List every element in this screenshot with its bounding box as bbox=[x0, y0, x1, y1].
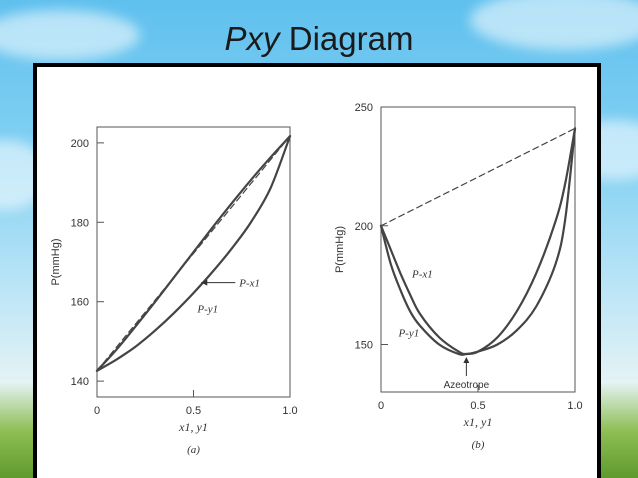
series-line-p-x1 bbox=[379, 127, 577, 356]
x-axis-label: x1, y1 bbox=[463, 415, 493, 429]
azeotrope-arrow-head bbox=[463, 357, 470, 363]
series-line-dashed bbox=[380, 127, 576, 227]
annotation-azeotrope: Azeotrope bbox=[444, 380, 490, 391]
annotation-p-x1: P-x1 bbox=[411, 268, 433, 280]
series-line-p-x1 bbox=[95, 135, 292, 372]
series-line-p-y1 bbox=[95, 135, 292, 372]
pxy-figure: 140 160 180 200 0 0.5 1.0 x1, y1 P(mmHg) (a) P-x1 P… bbox=[50, 102, 583, 456]
panel-label: (b) bbox=[472, 439, 485, 451]
x-tick-label: 0.5 bbox=[186, 405, 201, 417]
y-tick-label: 180 bbox=[71, 217, 89, 229]
y-tick-label: 200 bbox=[71, 138, 89, 150]
slide-title-italic: Pxy bbox=[224, 20, 280, 57]
y-axis-label: P(mmHg) bbox=[50, 238, 62, 285]
series-line-p-y1 bbox=[379, 127, 577, 356]
annotation-p-x1: P-x1 bbox=[238, 278, 260, 290]
y-tick-label: 140 bbox=[71, 376, 89, 388]
x-axis-label: x1, y1 bbox=[178, 420, 208, 434]
x-tick-label: 1.0 bbox=[282, 405, 297, 417]
x-tick-label: 1.0 bbox=[567, 400, 582, 412]
annotation-p-y1: P-y1 bbox=[397, 328, 419, 340]
y-tick-label: 250 bbox=[355, 102, 373, 114]
figure-frame: 140 160 180 200 0 0.5 1.0 x1, y1 P(mmHg) (a) P-x1 P… bbox=[33, 63, 601, 478]
x-tick-label: 0.5 bbox=[470, 400, 485, 412]
series-line-dashed bbox=[96, 135, 291, 372]
y-axis-label: P(mmHg) bbox=[334, 226, 346, 273]
slide-title: Pxy Diagram bbox=[0, 20, 638, 58]
x-tick-label: 0 bbox=[94, 405, 100, 417]
chart-panel-a: 140 160 180 200 0 0.5 1.0 x1, y1 P(mmHg) (a) P-x1 P… bbox=[50, 126, 298, 456]
panel-label: (a) bbox=[187, 444, 200, 456]
annotation-p-y1: P-y1 bbox=[196, 303, 218, 315]
y-tick-label: 150 bbox=[355, 340, 373, 352]
slide-title-rest: Diagram bbox=[288, 20, 414, 57]
chart-panel-b: 150 200 250 0 0.5 1.0 x1, y1 P(mmHg) (b) P-x1 P-y1… bbox=[334, 102, 583, 451]
p-x1-arrow-head bbox=[201, 279, 208, 286]
x-tick-label: 0 bbox=[378, 400, 384, 412]
y-tick-label: 160 bbox=[71, 297, 89, 309]
y-tick-label: 200 bbox=[355, 221, 373, 233]
